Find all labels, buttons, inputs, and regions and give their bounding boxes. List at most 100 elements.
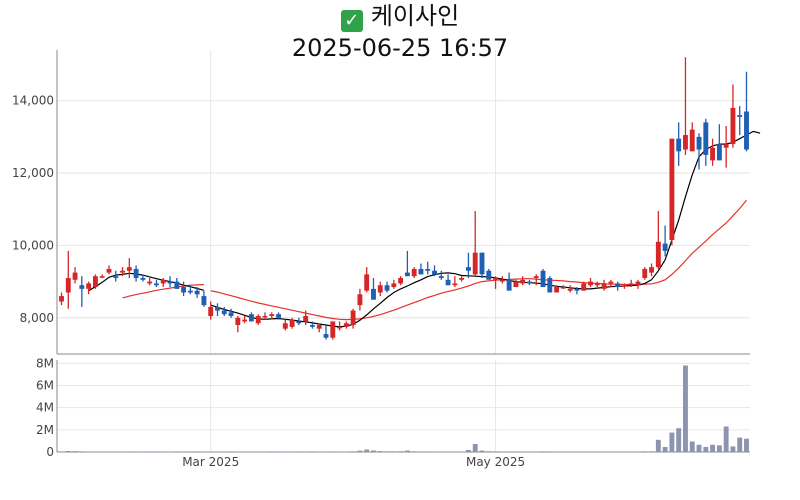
candle-body xyxy=(649,267,654,273)
volume-bar xyxy=(133,451,139,453)
candle-body xyxy=(493,278,499,280)
candle-body xyxy=(601,283,607,289)
candle-body xyxy=(391,283,397,288)
volume-bar xyxy=(689,441,695,452)
volume-bar xyxy=(472,444,478,452)
volume-bar xyxy=(730,446,736,452)
candle-body xyxy=(642,268,648,278)
volume-bar xyxy=(276,451,281,453)
candle-body xyxy=(201,296,207,306)
volume-bar xyxy=(330,451,336,453)
volume-bar xyxy=(737,437,743,452)
ma-short-line xyxy=(88,130,761,328)
candle-body xyxy=(181,287,187,293)
volume-tick-label: 0 xyxy=(46,445,54,459)
volume-bar xyxy=(187,451,193,453)
candle-body xyxy=(194,290,200,295)
candle-body xyxy=(72,272,78,280)
volume-bar xyxy=(120,451,125,453)
candle-body xyxy=(723,144,729,148)
volume-bar xyxy=(703,447,709,452)
volume-bar xyxy=(309,451,315,453)
volume-bar xyxy=(65,451,71,452)
volume-bar xyxy=(486,451,492,453)
volume-bar xyxy=(411,451,417,453)
candle-body xyxy=(154,283,159,286)
volume-tick-label: 4M xyxy=(36,401,54,415)
candle-body xyxy=(248,314,254,322)
candle-body xyxy=(113,276,119,278)
volume-bar xyxy=(520,451,526,453)
volume-bar xyxy=(744,438,749,452)
candle-body xyxy=(499,279,505,282)
candle-body xyxy=(92,276,98,288)
candle-body xyxy=(628,283,634,286)
candle-body xyxy=(228,312,234,316)
candle-body xyxy=(540,270,546,288)
volume-bar xyxy=(59,451,64,453)
volume-bar xyxy=(262,451,268,453)
volume-bar xyxy=(377,451,383,452)
ma-long-line xyxy=(122,199,747,321)
volume-bar xyxy=(126,451,132,453)
volume-bar xyxy=(540,451,546,453)
volume-bar xyxy=(235,451,241,453)
candle-body xyxy=(377,285,383,293)
candle-body xyxy=(404,272,410,277)
volume-bar xyxy=(296,451,302,453)
candle-body xyxy=(282,323,288,329)
candle-body xyxy=(255,316,261,324)
candle-body xyxy=(289,319,295,327)
chart-title-datetime: 2025-06-25 16:57 xyxy=(291,34,509,62)
candle-body xyxy=(337,326,343,329)
volume-tick-label: 2M xyxy=(36,423,54,437)
volume-bar xyxy=(459,451,465,453)
candle-body xyxy=(167,281,173,284)
volume-bar xyxy=(527,451,532,453)
candle-body xyxy=(384,285,390,291)
candle-body xyxy=(621,285,627,287)
volume-bar xyxy=(676,428,682,452)
chart-title-name: ✓ 케이사인 xyxy=(0,0,800,32)
candle-body xyxy=(425,268,431,271)
candle-body xyxy=(343,323,349,327)
volume-bar xyxy=(452,451,458,453)
candle-body xyxy=(357,294,363,306)
volume-bar xyxy=(567,451,573,453)
volume-bar xyxy=(72,451,78,452)
volume-bar xyxy=(99,451,105,453)
candle-body xyxy=(669,138,675,240)
candle-body xyxy=(472,252,478,275)
volume-bar xyxy=(248,451,254,453)
candle-body xyxy=(479,252,485,275)
candle-body xyxy=(215,306,220,311)
candle-body xyxy=(276,314,281,318)
volume-bar xyxy=(635,451,641,453)
volume-bar xyxy=(242,451,248,453)
volume-bar xyxy=(323,451,329,453)
candle-body xyxy=(689,129,695,152)
candle-body xyxy=(235,317,241,326)
volume-bar xyxy=(723,426,729,452)
candle-body xyxy=(574,288,580,291)
volume-bar xyxy=(432,451,437,453)
candle-body xyxy=(662,243,668,251)
candle-body xyxy=(513,281,519,288)
candle-body xyxy=(262,316,268,318)
candle-body xyxy=(567,288,573,291)
volume-bar xyxy=(86,451,92,453)
volume-bar xyxy=(371,450,376,452)
volume-bar xyxy=(160,451,166,453)
candle-body xyxy=(160,279,166,284)
candle-body xyxy=(465,267,471,271)
volume-bar xyxy=(113,451,119,453)
volume-bar xyxy=(181,451,187,453)
candle-body xyxy=(147,281,153,284)
volume-bar xyxy=(343,451,349,453)
candle-body xyxy=(296,321,302,324)
candle-body xyxy=(608,281,614,284)
candle-body xyxy=(106,268,112,273)
candle-body xyxy=(594,283,600,286)
price-tick-label: 14,000 xyxy=(12,94,54,108)
